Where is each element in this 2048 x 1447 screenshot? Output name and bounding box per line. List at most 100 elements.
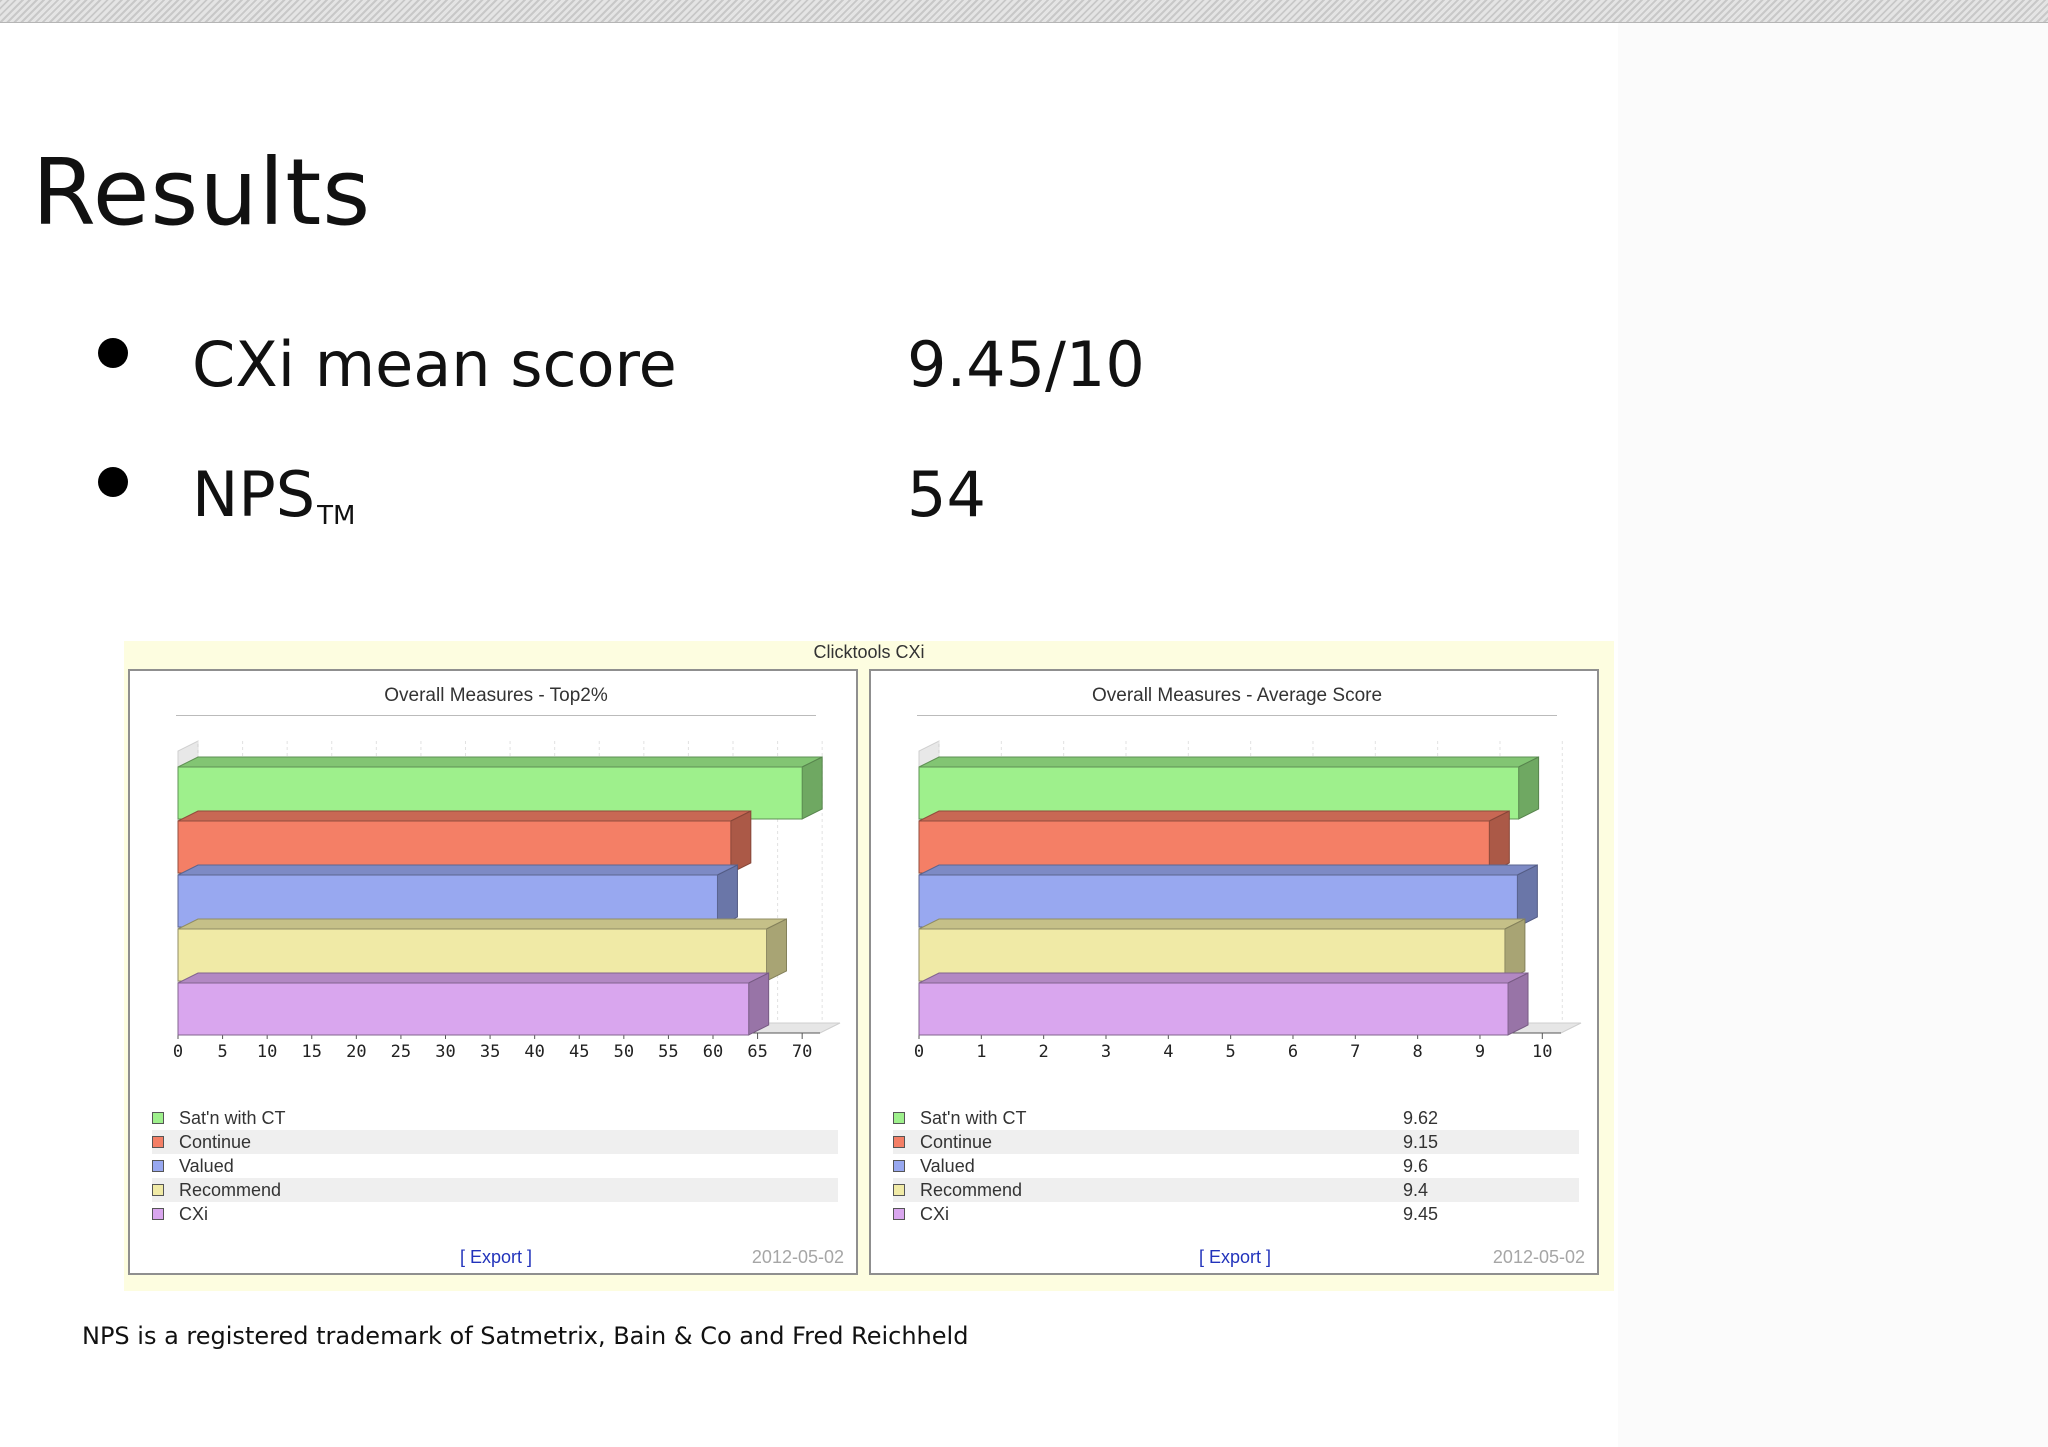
trademark-superscript: TM	[317, 501, 356, 531]
bar-chart-top2: 0 5 10 15 20 25 30 35 40 45 50 55 60 65 70	[173, 740, 841, 1062]
legend-item: Valued	[152, 1154, 838, 1178]
bar-chart-average: 0 1 2 3 4 5 6 7 8 9 10	[914, 740, 1582, 1062]
legend-label: Valued	[920, 1156, 975, 1176]
x-tick-label: 55	[658, 1042, 678, 1062]
x-tick-label: 6	[1288, 1042, 1298, 1062]
legend-item: Continue	[152, 1130, 838, 1154]
x-tick-label: 7	[1350, 1042, 1360, 1062]
slide-edge-shade	[1618, 23, 2048, 1447]
legend-item: Recommend	[152, 1178, 838, 1202]
legend-label: Recommend	[920, 1180, 1023, 1200]
x-tick-label: 15	[302, 1042, 322, 1062]
bar-end-face	[1488, 810, 1510, 874]
dashboard-title: Clicktools CXi	[813, 642, 925, 662]
bar-end-face	[730, 810, 752, 874]
slide-title: Results	[32, 139, 372, 246]
legend-label: CXi	[179, 1204, 209, 1224]
x-tick-label: 8	[1413, 1042, 1423, 1062]
bar	[918, 874, 1518, 928]
x-tick-label: 50	[614, 1042, 634, 1062]
bar	[177, 874, 718, 928]
bar-end-face	[1516, 864, 1538, 928]
x-tick-label: 5	[1226, 1042, 1236, 1062]
bar	[177, 982, 750, 1036]
chart-legend: Sat'n with CT 9.62 Continue 9.15 Valued 9.6 Re…	[893, 1106, 1579, 1226]
x-tick-label: 20	[346, 1042, 366, 1062]
bar-end-face	[748, 972, 770, 1036]
chart-panel-average: Overall Measures - Average Score 0 1 2 3 4 5 6…	[869, 669, 1599, 1275]
metric-value-nps: 54	[907, 458, 986, 531]
bar	[918, 928, 1506, 982]
chart-legend: Sat'n with CT Continue Valued Recommend CXi	[152, 1106, 838, 1226]
bar	[177, 928, 767, 982]
x-tick-label: 4	[1163, 1042, 1173, 1062]
legend-value: 9.15	[1403, 1132, 1439, 1152]
bar-end-face	[801, 756, 823, 820]
bar-top-face	[177, 864, 738, 876]
legend-swatch	[152, 1184, 164, 1196]
legend-item: Sat'n with CT	[152, 1106, 838, 1130]
legend-swatch	[152, 1208, 164, 1220]
x-tick-label: 2	[1039, 1042, 1049, 1062]
legend-swatch	[893, 1208, 905, 1220]
bar-top-face	[918, 810, 1510, 822]
x-tick-label: 70	[792, 1042, 812, 1062]
legend-swatch	[893, 1136, 905, 1148]
legend-label: Sat'n with CT	[179, 1108, 286, 1128]
bar	[918, 982, 1509, 1036]
legend-swatch	[152, 1112, 164, 1124]
window-top-stripe	[0, 0, 2048, 23]
legend-label: Continue	[179, 1132, 252, 1152]
chart-panel-top2: Overall Measures - Top2% 0 5 10 15 20 25 30 35 4…	[128, 669, 858, 1275]
x-tick-label: 3	[1101, 1042, 1111, 1062]
x-tick-label: 25	[391, 1042, 411, 1062]
legend-value: 9.6	[1403, 1156, 1429, 1176]
legend-label: Sat'n with CT	[920, 1108, 1027, 1128]
metric-value-cxi: 9.45/10	[907, 328, 1145, 401]
x-tick-label: 0	[173, 1042, 183, 1062]
x-tick-label: 40	[524, 1042, 544, 1062]
bar-top-face	[918, 972, 1529, 984]
bar-top-face	[177, 918, 787, 930]
bar-top-face	[918, 918, 1526, 930]
legend-swatch	[152, 1160, 164, 1172]
bar-end-face	[716, 864, 738, 928]
trademark-footnote: NPS is a registered trademark of Satmetr…	[82, 1322, 969, 1350]
report-date: 2012-05-02	[1492, 1247, 1585, 1267]
bar-top-face	[918, 756, 1539, 768]
x-tick-label: 0	[914, 1042, 924, 1062]
x-tick-label: 45	[569, 1042, 589, 1062]
bar	[177, 820, 732, 874]
legend-label: Continue	[920, 1132, 993, 1152]
chart-title: Overall Measures - Top2%	[176, 685, 816, 716]
legend-item: CXi 9.45	[893, 1202, 1579, 1226]
export-link[interactable]: [ Export ]	[1199, 1247, 1272, 1267]
metric-label-nps: NPSTM	[192, 458, 356, 531]
bullet-icon	[98, 467, 128, 497]
report-date: 2012-05-02	[751, 1247, 844, 1267]
chart-title: Overall Measures - Average Score	[917, 685, 1557, 716]
legend-item: Sat'n with CT 9.62	[893, 1106, 1579, 1130]
x-tick-label: 30	[435, 1042, 455, 1062]
legend-item: Valued 9.6	[893, 1154, 1579, 1178]
legend-label: CXi	[920, 1204, 950, 1224]
bar	[918, 820, 1490, 874]
bar-end-face	[766, 918, 787, 982]
legend-swatch	[893, 1160, 905, 1172]
bar-end-face	[1518, 756, 1540, 820]
legend-item: Continue 9.15	[893, 1130, 1579, 1154]
legend-item: CXi	[152, 1202, 838, 1226]
bar-end-face	[1504, 918, 1526, 982]
legend-value: 9.62	[1403, 1108, 1439, 1128]
bar-top-face	[177, 756, 823, 768]
bar-top-face	[177, 972, 769, 984]
bar-top-face	[177, 810, 752, 822]
x-tick-label: 35	[480, 1042, 500, 1062]
x-tick-label: 1	[976, 1042, 986, 1062]
export-link[interactable]: [ Export ]	[460, 1247, 533, 1267]
legend-label: Valued	[179, 1156, 234, 1176]
x-tick-label: 60	[703, 1042, 723, 1062]
x-tick-label: 9	[1475, 1042, 1485, 1062]
bullet-icon	[98, 338, 128, 368]
bar-top-face	[918, 864, 1538, 876]
